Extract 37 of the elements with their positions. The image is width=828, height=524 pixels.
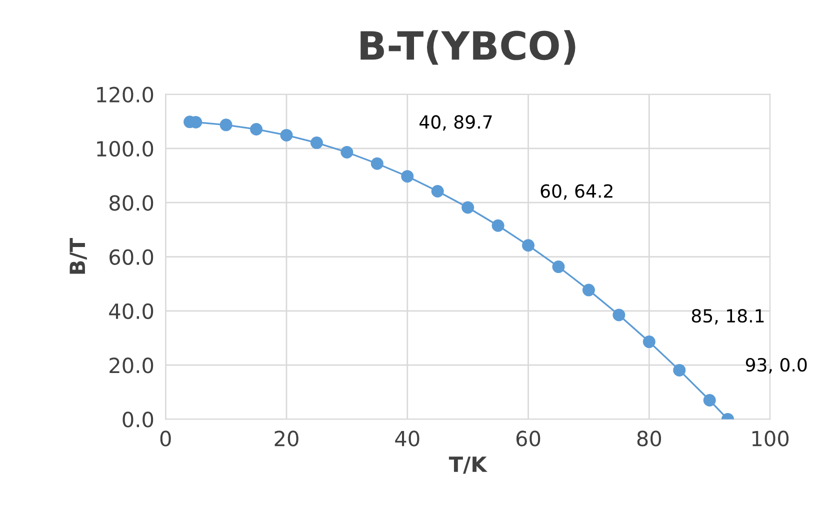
point xyxy=(250,122,263,136)
point xyxy=(673,364,686,376)
point xyxy=(401,170,414,183)
point xyxy=(612,308,626,322)
y-tick-label: 60.0 xyxy=(110,249,154,265)
annotation: 85, 18.1 xyxy=(692,309,764,324)
point xyxy=(552,260,565,274)
y-tick-label: 120.0 xyxy=(97,86,154,103)
chart-title: B-T(YBCO) xyxy=(360,30,576,65)
x-tick-label: 20 xyxy=(274,430,298,446)
x-tick-label: 80 xyxy=(637,430,662,446)
point xyxy=(642,336,656,348)
y-tick-label: 40.0 xyxy=(109,303,154,320)
x-axis-title: T/K xyxy=(448,456,488,474)
annotation: 93, 0.0 xyxy=(746,358,807,374)
point xyxy=(310,136,323,150)
annotation: 60, 64.2 xyxy=(540,184,612,200)
point xyxy=(370,157,384,170)
point xyxy=(582,284,595,296)
x-tick-label: 40 xyxy=(395,430,420,446)
point xyxy=(462,201,474,214)
point xyxy=(522,239,535,252)
point xyxy=(703,394,716,406)
y-tick-label: 0.0 xyxy=(122,412,154,428)
y-tick-label: 100.0 xyxy=(97,140,154,157)
point xyxy=(431,184,444,198)
point xyxy=(280,128,293,142)
y-axis-title: B/T xyxy=(70,238,87,274)
point xyxy=(492,219,504,232)
x-tick-label: 60 xyxy=(516,430,540,446)
y-tick-label: 80.0 xyxy=(110,195,154,211)
x-tick-label: 100 xyxy=(752,430,789,446)
y-tick-label: 20.0 xyxy=(110,358,154,374)
x-tick-label: 0 xyxy=(160,430,171,446)
point xyxy=(220,118,232,132)
annotation: 40, 89.7 xyxy=(420,115,492,131)
point xyxy=(340,146,354,159)
